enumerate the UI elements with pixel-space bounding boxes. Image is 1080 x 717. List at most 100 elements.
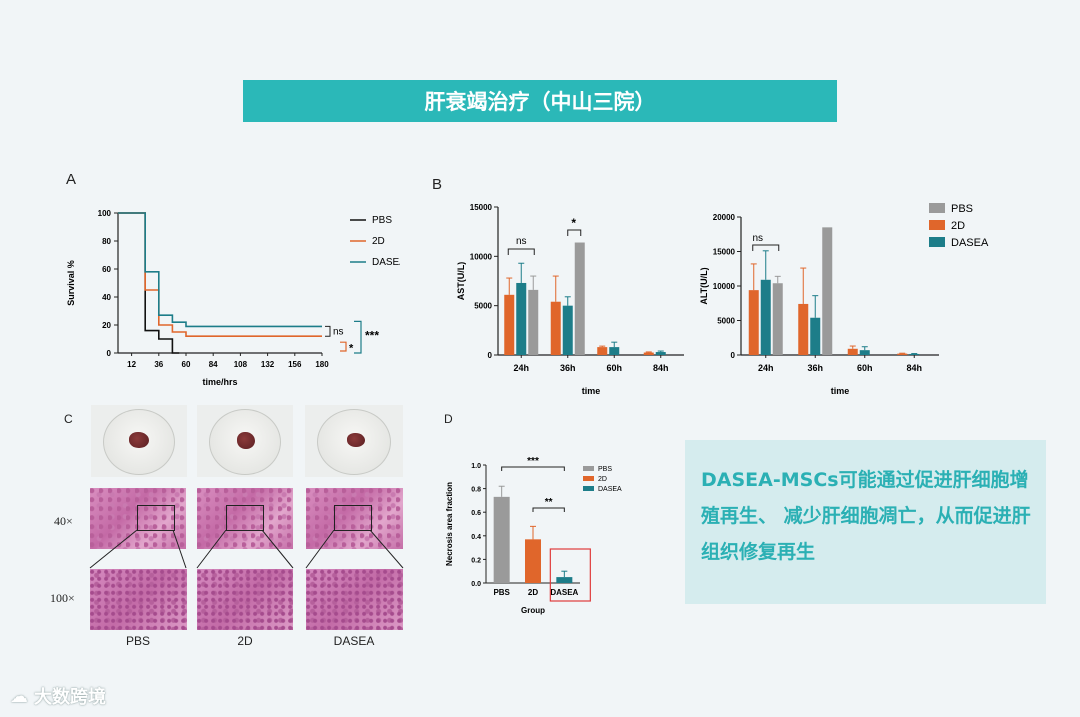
x-tick-label: 60h: [857, 363, 873, 373]
bar-dasea: [609, 347, 620, 355]
x-tick-label: 60: [182, 360, 191, 369]
x-tick-label: 156: [288, 360, 302, 369]
legend-label: DASEA: [951, 237, 989, 249]
bar-pbs: [528, 289, 539, 355]
y-tick-label: 40: [102, 293, 111, 302]
significance-bracket: [501, 466, 565, 471]
y-axis-title: Survival %: [66, 260, 76, 306]
y-tick-label: 60: [102, 265, 111, 274]
panel-label-c: C: [64, 412, 73, 426]
y-tick-label: 10000: [470, 252, 493, 261]
annotation-star: *: [571, 216, 576, 230]
x-tick-label: 84h: [906, 363, 922, 373]
legend-swatch: [929, 220, 945, 230]
bar-2d: [897, 353, 908, 355]
histology-40x-2d: [197, 488, 293, 549]
bar-dasea: [556, 577, 573, 583]
bar-dasea: [655, 352, 666, 355]
legend-swatch: [583, 466, 594, 471]
y-tick-label: 0.0: [471, 581, 481, 588]
legend-label: PBS: [372, 215, 392, 226]
bar-2d: [748, 290, 759, 355]
legend-swatch: [929, 203, 945, 213]
legend-label: DASEA: [372, 257, 400, 268]
panel-label-a: A: [66, 171, 77, 188]
y-tick-label: 20: [102, 321, 111, 330]
page-title-banner: 肝衰竭治疗（中山三院）: [243, 80, 837, 122]
y-tick-label: 20000: [713, 213, 736, 222]
y-tick-label: 5000: [474, 302, 492, 311]
x-tick-label: 2D: [528, 588, 538, 597]
y-tick-label: 1.0: [471, 463, 481, 470]
bar-dasea: [859, 350, 870, 355]
annotation-three-star: ***: [365, 329, 379, 343]
x-tick-label: 36: [154, 360, 163, 369]
significance-bracket: [567, 229, 582, 236]
x-tick-label: 84h: [653, 363, 669, 373]
magnification-label-100x: 100×: [50, 591, 75, 605]
liver-sample: [129, 432, 149, 448]
legend-label: 2D: [372, 236, 385, 247]
annotation-two-star: **: [545, 497, 553, 508]
legend-label: PBS: [951, 203, 973, 215]
panel-label-d: D: [444, 412, 453, 426]
significance-bracket: [752, 244, 780, 251]
survival-line-pbs: [118, 212, 180, 354]
legend-swatch: [929, 237, 945, 247]
significance-bracket: [340, 341, 347, 352]
x-tick-label: DASEA: [550, 588, 578, 597]
y-tick-label: 5000: [717, 317, 735, 326]
annotation-three-star: ***: [527, 456, 539, 467]
legend-swatch: [583, 486, 594, 491]
x-axis-title: time/hrs: [202, 377, 237, 387]
alt-chart: 0 5000 10000 15000 20000 24h 36h 60h 84h time ALT(…: [699, 203, 989, 396]
y-tick-label: 80: [102, 237, 111, 246]
y-axis-title: AST(U/L): [456, 262, 466, 301]
x-tick-label: 180: [315, 360, 329, 369]
bar-2d: [643, 352, 654, 355]
bar-dasea: [562, 305, 573, 355]
y-axis-title: Necrosis area fraction: [445, 482, 454, 566]
x-axis-title: time: [582, 386, 601, 396]
ast-chart: 0 5000 10000 15000 24h 36h 60h 84h time AST(U/L) n…: [456, 203, 684, 396]
survival-chart: 0 20 40 60 80 100 12 36 60 84 108 132 156 180 time/hrs…: [66, 209, 400, 387]
zoom-region-pbs: [137, 505, 175, 531]
bar-dasea: [760, 279, 771, 355]
liver-sample: [237, 432, 255, 449]
survival-line-2d: [118, 212, 322, 337]
bar-pbs: [493, 496, 510, 583]
bar-dasea: [909, 353, 920, 355]
histology-100x-2d: [197, 569, 293, 630]
y-tick-label: 15000: [713, 248, 736, 257]
survival-line-dasea: [118, 212, 322, 328]
necrosis-chart: 0.0 0.2 0.4 0.6 0.8 1.0 PBS 2D DASEA Group Necrosi…: [445, 456, 622, 615]
annotation-star: *: [349, 343, 354, 355]
y-axis-title: ALT(U/L): [699, 267, 709, 304]
group-label-pbs: PBS: [125, 634, 150, 648]
dish-photo-2d: [197, 405, 293, 477]
y-tick-label: 100: [98, 209, 112, 218]
zoom-region-2d: [226, 505, 264, 531]
x-tick-label: 108: [234, 360, 248, 369]
watermark-text: 大数跨境: [34, 687, 106, 708]
y-tick-label: 0: [107, 349, 112, 358]
significance-bracket: [532, 507, 565, 512]
y-tick-label: 0: [731, 351, 736, 360]
panel-label-b: B: [432, 176, 443, 193]
bar-pbs: [574, 242, 585, 355]
x-axis-title: Group: [521, 606, 545, 615]
y-tick-label: 0.6: [471, 510, 481, 517]
x-tick-label: PBS: [493, 588, 510, 597]
annotation-ns: ns: [752, 233, 763, 244]
bar-2d: [550, 301, 561, 355]
significance-bracket: [354, 320, 362, 354]
annotation-ns: ns: [333, 326, 344, 337]
histology-40x-dasea: [306, 488, 403, 549]
x-tick-label: 36h: [560, 363, 576, 373]
x-tick-label: 132: [261, 360, 275, 369]
y-tick-label: 0: [488, 351, 493, 360]
bar-pbs: [772, 283, 783, 355]
conclusion-note: DASEA-MSCs可能通过促进肝细胞增殖再生、 减少肝细胞凋亡，从而促进肝组织…: [685, 440, 1046, 604]
y-tick-label: 15000: [470, 203, 493, 212]
significance-bracket: [325, 325, 331, 337]
